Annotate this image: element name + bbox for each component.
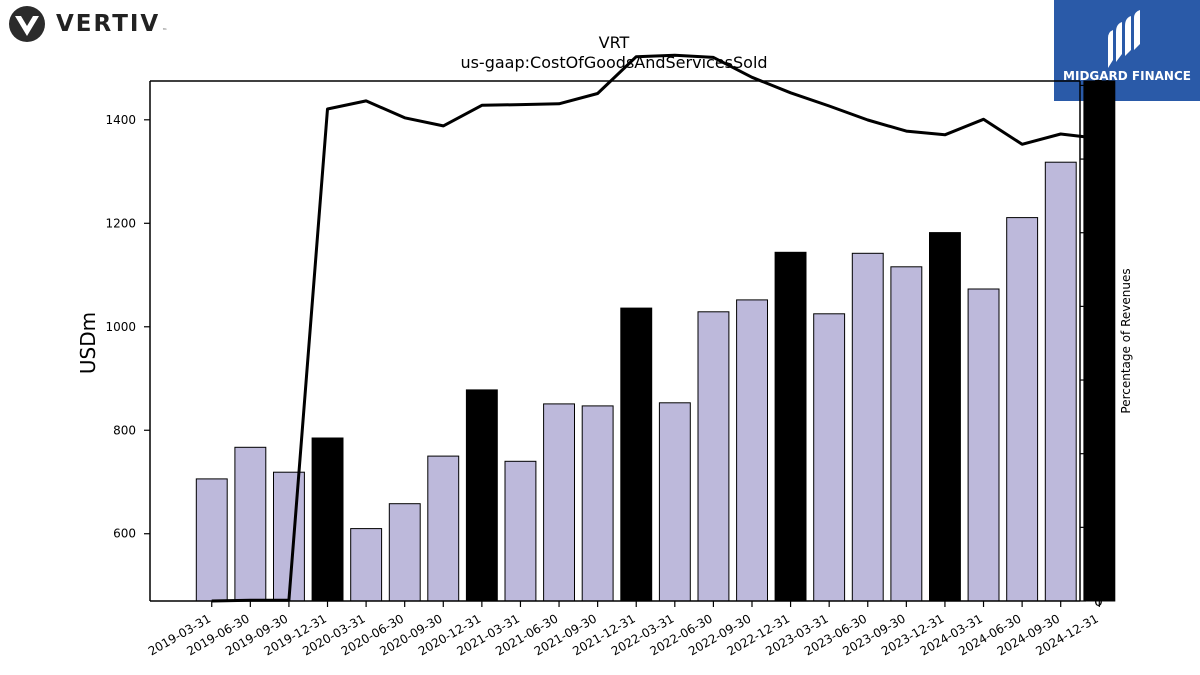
bar-2023-06-30: [851, 252, 884, 602]
x-axis-ticks: 2019-03-312019-06-302019-09-302019-12-31…: [146, 601, 1101, 658]
midgard-logo-text: MIDGARD FINANCE: [1063, 69, 1191, 83]
bar-2023-03-31: [813, 313, 846, 602]
vertiv-logo-tm: ™: [162, 28, 168, 34]
bar-2021-12-31: [620, 307, 653, 602]
bar-2021-03-31: [504, 460, 537, 602]
y2-tick-label: 40: [1094, 299, 1112, 315]
y-axis-ticks: 600 800 1000 1200 1400: [105, 113, 150, 541]
bar-2019-09-30: [273, 471, 305, 602]
line-series: [211, 53, 1100, 603]
bar-2024-12-31: [1083, 80, 1116, 602]
y-axis-label: USDm: [76, 312, 100, 374]
bar-2024-09-30: [1044, 161, 1077, 602]
percentage-line: [211, 53, 1100, 603]
bar-2020-03-31: [350, 528, 383, 602]
y2-tick-label: 0: [1094, 594, 1103, 610]
y-tick-label: 1000: [105, 320, 136, 334]
vertiv-mark-icon: [9, 6, 45, 42]
y-tick-label: 600: [113, 527, 136, 541]
y2-tick-label: 50: [1094, 226, 1112, 242]
y2-tick-label: 70: [1094, 78, 1112, 94]
bar-2022-12-31: [774, 251, 807, 602]
bar-series: [195, 80, 1116, 602]
y-tick-label: 1200: [105, 216, 136, 230]
y2-tick-label: 20: [1094, 447, 1112, 463]
vertiv-logo: VERTIV ™: [8, 6, 167, 42]
bar-2020-06-30: [388, 503, 421, 602]
chart-title: VRT: [599, 33, 630, 52]
bar-2023-09-30: [890, 266, 923, 602]
bar-2024-03-31: [967, 288, 1000, 602]
bar-2023-12-31: [929, 232, 961, 602]
bar-2020-12-31: [465, 389, 498, 602]
bar-2019-12-31: [311, 437, 344, 602]
axes: [149, 80, 1081, 602]
bar-2020-09-30: [427, 455, 460, 602]
y2-axis-ticks: 0 10 20 30 40 50 60 70: [1080, 78, 1112, 610]
chart-subtitle: us-gaap:CostOfGoodsAndServicesSold: [460, 53, 767, 72]
y2-tick-label: 10: [1094, 520, 1112, 536]
y-tick-label: 800: [113, 423, 136, 437]
bar-2022-06-30: [697, 311, 730, 602]
bar-2021-09-30: [581, 405, 614, 602]
bar-2021-06-30: [543, 403, 575, 602]
midgard-mark-icon: [1108, 10, 1140, 68]
bar-2019-06-30: [234, 446, 267, 602]
vertiv-logo-text: VERTIV: [56, 11, 161, 37]
bar-2024-06-30: [1006, 217, 1039, 602]
y2-tick-label: 60: [1094, 152, 1112, 168]
bar-2022-03-31: [658, 402, 691, 602]
bar-2019-03-31: [195, 478, 228, 602]
y2-axis-label: Percentage of Revenues: [1119, 268, 1133, 413]
y-tick-label: 1400: [105, 113, 136, 127]
y2-tick-label: 30: [1094, 373, 1112, 389]
midgard-finance-logo: MIDGARD FINANCE: [1054, 0, 1200, 101]
bar-2022-09-30: [736, 299, 768, 602]
